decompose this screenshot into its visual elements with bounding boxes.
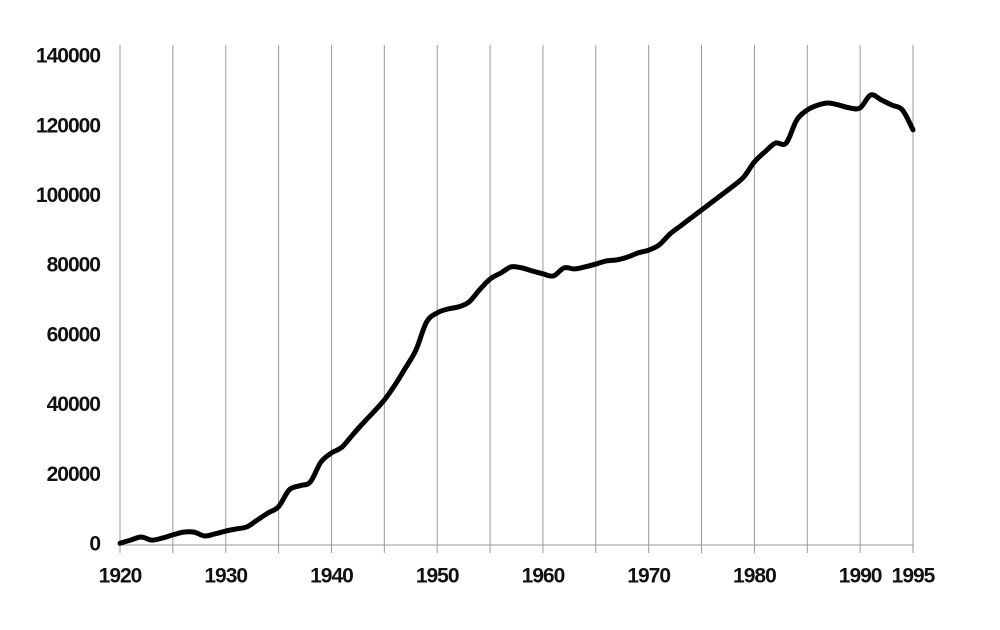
x-tick-label: 1930: [204, 565, 247, 588]
y-tick-label: 0: [89, 533, 100, 556]
y-tick-label: 120000: [36, 114, 100, 137]
x-tick-label: 1960: [522, 565, 565, 588]
x-tick-label: 1970: [627, 565, 670, 588]
y-tick-label: 20000: [47, 463, 101, 486]
y-tick-label: 60000: [47, 323, 101, 346]
y-tick-label: 140000: [36, 45, 100, 68]
y-tick-label: 100000: [36, 184, 100, 207]
x-tick-label: 1920: [99, 565, 142, 588]
x-tick-label: 1950: [416, 565, 459, 588]
data-line: [117, 92, 916, 546]
y-tick-label: 40000: [47, 393, 101, 416]
y-tick-label: 80000: [47, 254, 101, 277]
x-tick-label: 1940: [310, 565, 353, 588]
x-tick-label: 1995: [892, 565, 936, 588]
x-tick-label: 1990: [839, 565, 882, 588]
x-tick-label: 1980: [733, 565, 776, 588]
